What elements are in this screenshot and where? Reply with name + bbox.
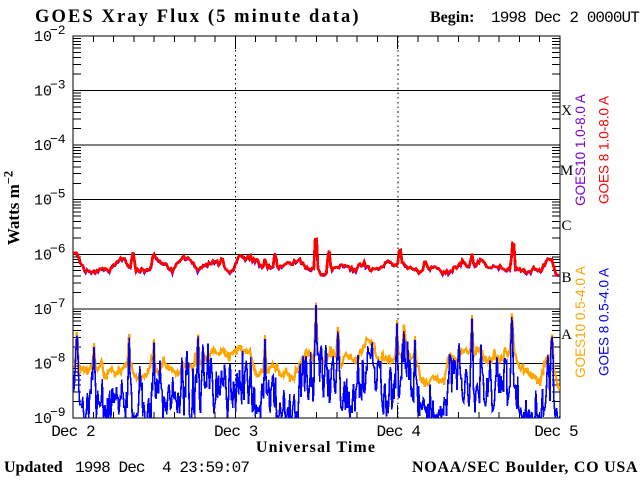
svg-text:GOES10 1.0-8.0 A: GOES10 1.0-8.0 A xyxy=(573,94,588,206)
svg-text:10: 10 xyxy=(34,84,52,101)
svg-text:10: 10 xyxy=(34,193,52,210)
svg-text:1998 Dec 4 23:59:07: 1998 Dec 4 23:59:07 xyxy=(75,459,249,477)
svg-text:−9: −9 xyxy=(50,405,66,420)
svg-text:Updated: Updated xyxy=(4,459,63,476)
svg-text:−5: −5 xyxy=(50,187,66,202)
svg-text:GOES10 0.5-4.0 A: GOES10 0.5-4.0 A xyxy=(573,266,588,378)
svg-text:A: A xyxy=(561,327,572,343)
svg-text:Dec 5: Dec 5 xyxy=(534,423,578,441)
svg-text:C: C xyxy=(561,218,571,234)
svg-text:−2: −2 xyxy=(50,23,66,38)
svg-text:X: X xyxy=(561,103,572,119)
svg-text:GOES 8 1.0-8.0 A: GOES 8 1.0-8.0 A xyxy=(597,96,612,204)
svg-text:−6: −6 xyxy=(50,241,66,256)
svg-text:1998 Dec 2 0000UT: 1998 Dec 2 0000UT xyxy=(491,9,639,27)
svg-text:Dec 3: Dec 3 xyxy=(214,423,258,441)
svg-text:−4: −4 xyxy=(50,132,66,147)
svg-text:GOES Xray Flux (5 minute data): GOES Xray Flux (5 minute data) xyxy=(35,7,361,27)
svg-text:Begin:: Begin: xyxy=(430,9,474,26)
svg-text:10: 10 xyxy=(34,29,52,46)
svg-text:10: 10 xyxy=(34,411,52,428)
svg-text:10: 10 xyxy=(34,247,52,264)
svg-text:B: B xyxy=(561,270,571,286)
svg-text:Universal Time: Universal Time xyxy=(256,439,376,456)
svg-text:10: 10 xyxy=(34,302,52,319)
svg-text:Dec 4: Dec 4 xyxy=(377,423,421,441)
svg-text:NOAA/SEC Boulder, CO USA: NOAA/SEC Boulder, CO USA xyxy=(412,459,638,476)
svg-text:−8: −8 xyxy=(50,350,66,365)
svg-text:Watts m−2: Watts m−2 xyxy=(2,171,24,245)
svg-text:10: 10 xyxy=(34,138,52,155)
svg-text:GOES 8 0.5-4.0 A: GOES 8 0.5-4.0 A xyxy=(597,268,612,376)
svg-text:−7: −7 xyxy=(50,296,66,311)
svg-text:M: M xyxy=(560,163,573,179)
svg-text:Dec 2: Dec 2 xyxy=(51,423,95,441)
svg-text:−3: −3 xyxy=(50,78,66,93)
svg-text:10: 10 xyxy=(34,356,52,373)
